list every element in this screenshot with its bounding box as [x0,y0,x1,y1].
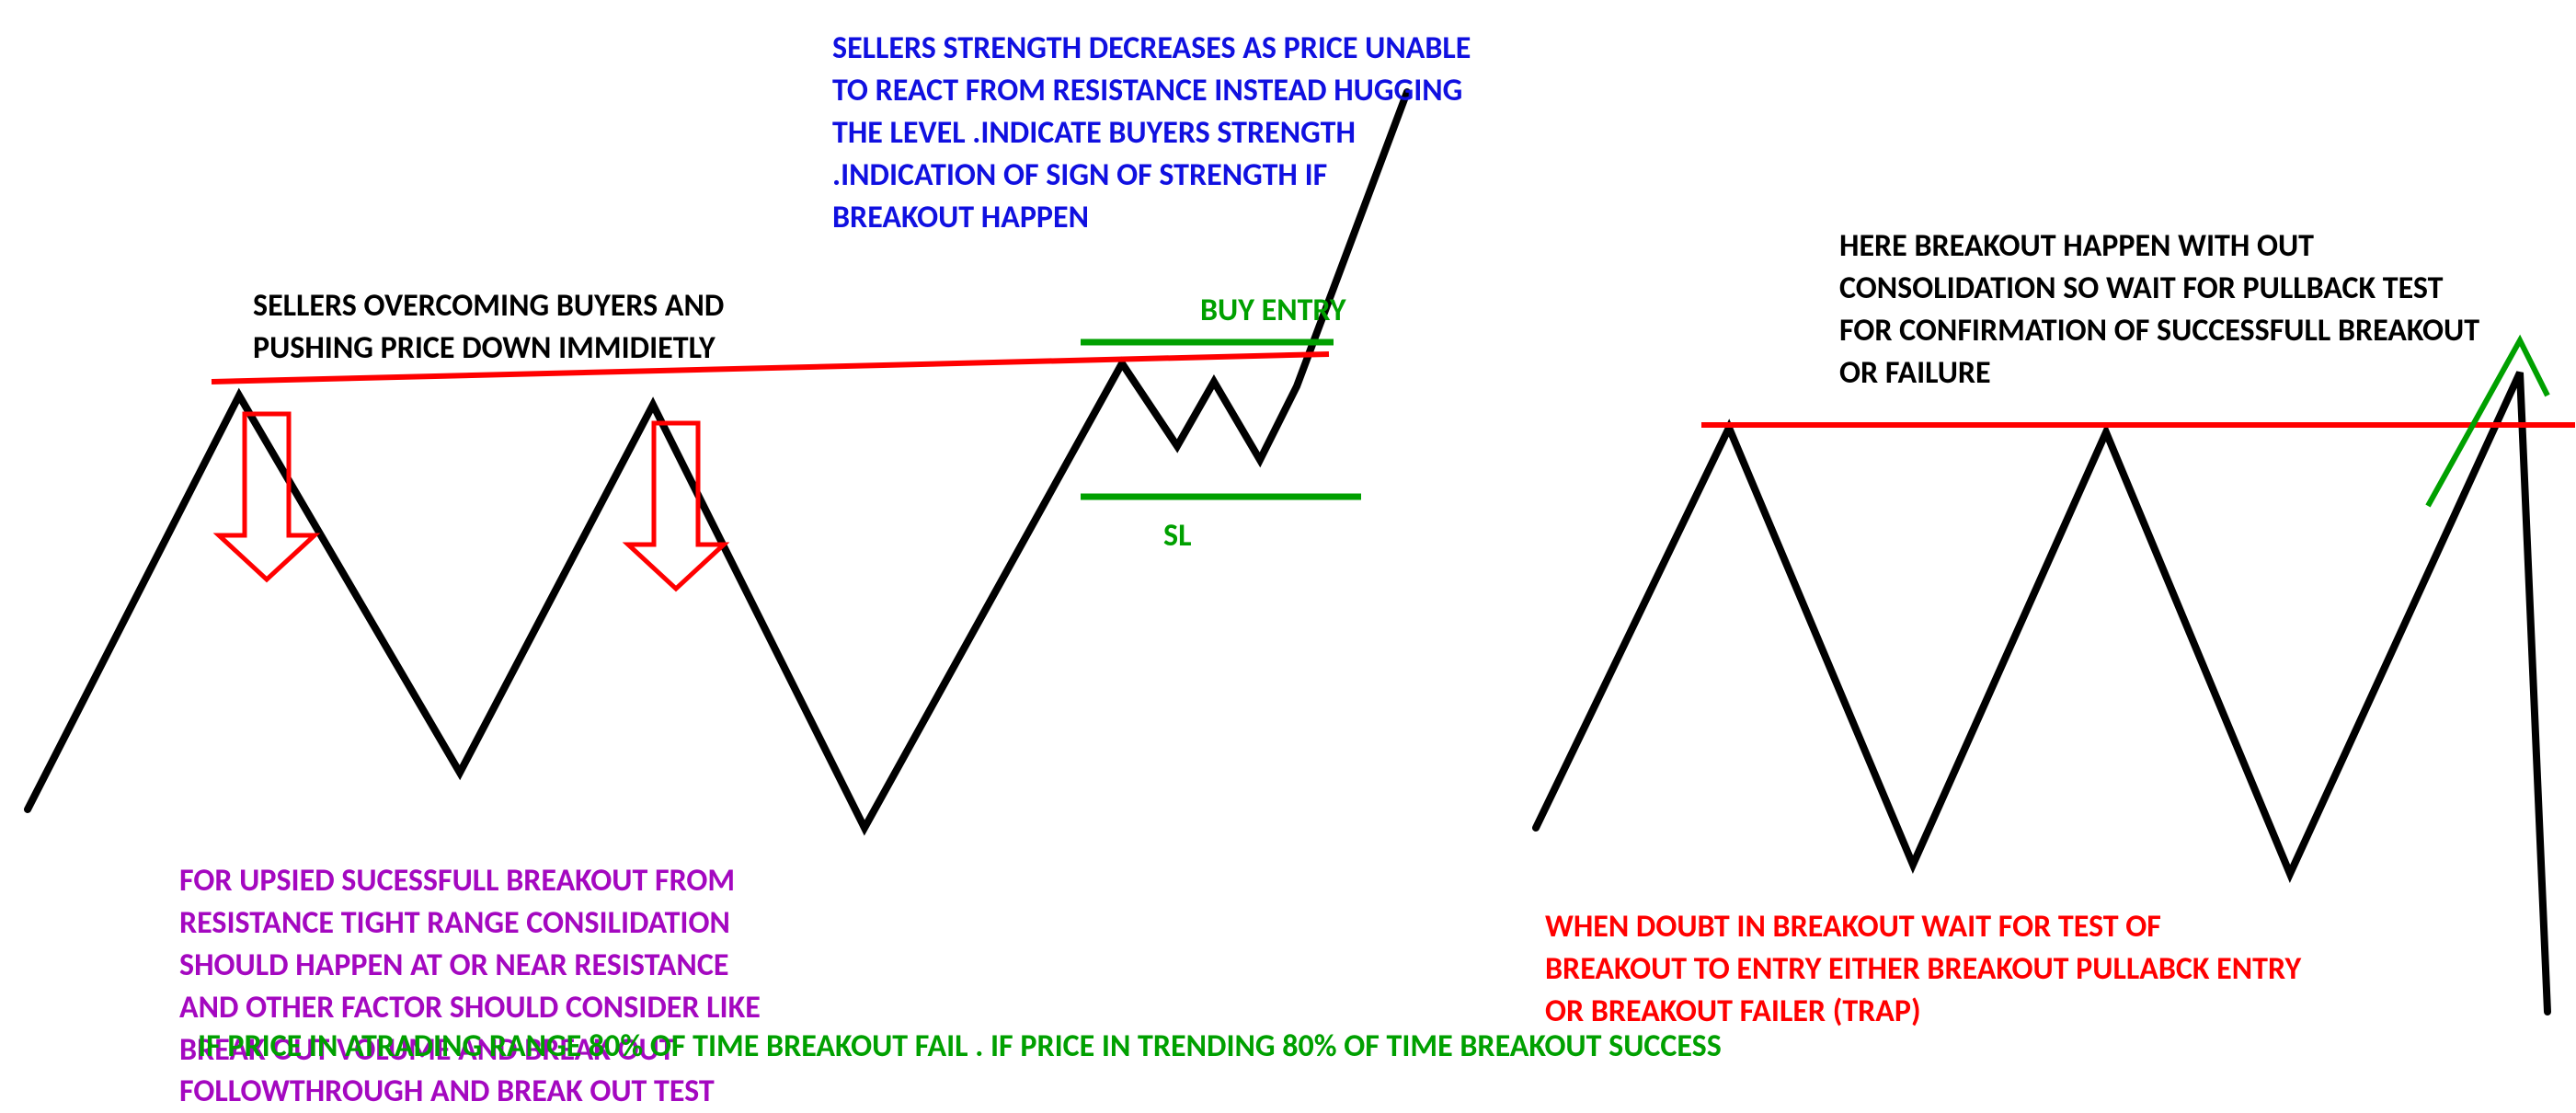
buy-entry-label: BUY ENTRY [1200,290,1346,332]
sellers-overcoming-text: SELLERS OVERCOMING BUYERS AND PUSHING PR… [253,285,724,370]
purple-note-text: FOR UPSIED SUCESSFULL BREAKOUT FROM RESI… [179,860,761,1113]
bottom-green-text: IF PRICE IN ATRADING RANGE 80% OF TIME B… [198,1026,1722,1062]
sellers-strength-text: SELLERS STRENGTH DECREASES AS PRICE UNAB… [832,28,1471,238]
here-breakout-text: HERE BREAKOUT HAPPEN WITH OUT CONSOLIDAT… [1839,225,2479,395]
sl-label: SL [1163,515,1191,557]
when-doubt-text: WHEN DOUBT IN BREAKOUT WAIT FOR TEST OF … [1545,906,2301,1033]
